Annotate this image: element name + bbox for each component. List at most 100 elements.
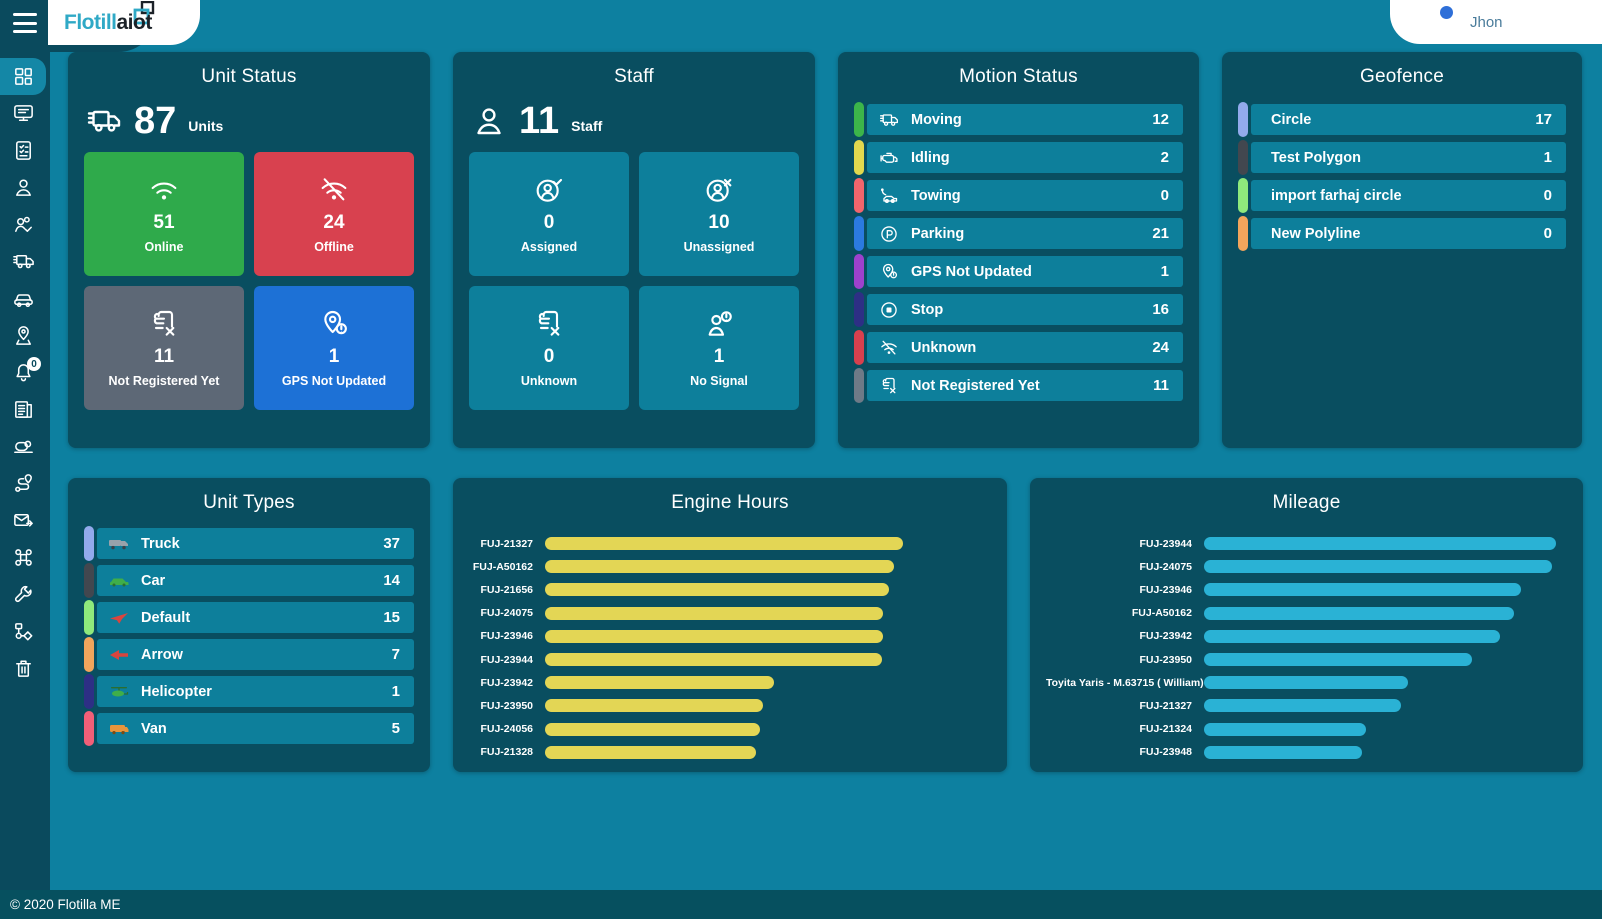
offline-tile[interactable]: 24 Offline — [254, 152, 414, 276]
sidebar-item-workflow[interactable] — [0, 613, 46, 650]
status-label: Moving — [911, 111, 962, 128]
sidebar-item-console[interactable] — [0, 428, 46, 465]
status-value: 24 — [1152, 339, 1169, 356]
geofence-row-circle[interactable]: Circle 17 — [1238, 102, 1566, 137]
online-tile[interactable]: 51 Online — [84, 152, 244, 276]
geofence-value: 0 — [1543, 187, 1552, 204]
geofence-row-new-polyline[interactable]: New Polyline 0 — [1238, 216, 1566, 251]
status-label: Towing — [911, 187, 961, 204]
status-value: 1 — [1160, 263, 1169, 280]
logo-text-primary: Flotill — [64, 10, 117, 34]
chart-category-label: FUJ-23944 — [1139, 537, 1192, 550]
user-menu[interactable]: Jhon — [1390, 0, 1602, 44]
motion-row-unknown[interactable]: Unknown 24 — [854, 330, 1183, 365]
notification-bell-icon[interactable] — [1426, 6, 1453, 34]
card-title: Geofence — [1360, 66, 1444, 87]
unassigned-tile[interactable]: 10 Unassigned — [639, 152, 799, 276]
motion-row-towing[interactable]: Towing 0 — [854, 178, 1183, 213]
sidebar-item-trips[interactable] — [0, 465, 46, 502]
sidebar-item-notifications[interactable]: 0 — [0, 354, 46, 391]
sidebar-item-locations[interactable] — [0, 317, 46, 354]
unit-type-row-car[interactable]: Car 14 — [84, 563, 414, 598]
sidebar-item-dispatch[interactable] — [0, 502, 46, 539]
sidebar-item-trucks[interactable] — [0, 243, 46, 280]
motion-row-not-registered[interactable]: Not Registered Yet 11 — [854, 368, 1183, 403]
motion-row-gps-not-updated[interactable]: GPS Not Updated 1 — [854, 254, 1183, 289]
menu-button[interactable] — [13, 13, 37, 33]
geofence-row-import-farhaj-circle[interactable]: import farhaj circle 0 — [1238, 178, 1566, 213]
unit-type-label: Default — [141, 609, 191, 626]
sidebar-item-monitoring[interactable] — [0, 95, 46, 132]
chart-category-label: FUJ-24075 — [1139, 560, 1192, 573]
motion-status-card: Motion Status Moving 12 Idling 2 Towing … — [838, 52, 1199, 448]
document-x-icon — [148, 308, 180, 340]
document-x-icon — [879, 376, 899, 396]
chart-category-label: FUJ-21324 — [1139, 723, 1192, 736]
engine-hours-chart: FUJ-21327 FUJ-A50162 FUJ-21656 FUJ-24075 FUJ… — [469, 532, 991, 764]
chart-bar — [1204, 583, 1521, 597]
motion-row-idling[interactable]: Idling 2 — [854, 140, 1183, 175]
unit-type-row-helicopter[interactable]: Helicopter 1 — [84, 674, 414, 709]
unit-type-label: Helicopter — [141, 683, 212, 700]
unit-type-row-arrow[interactable]: Arrow 7 — [84, 637, 414, 672]
user-name: Jhon — [1470, 13, 1503, 31]
sidebar-item-vehicles[interactable] — [0, 280, 46, 317]
chart-category-label: FUJ-A50162 — [1131, 607, 1192, 620]
chart-bar — [1204, 560, 1553, 574]
chart-bar — [1204, 606, 1514, 620]
unit-type-value: 7 — [391, 646, 400, 663]
sidebar-item-staff[interactable] — [0, 206, 46, 243]
chart-title: Engine Hours — [671, 492, 789, 513]
tile-value: 51 — [153, 212, 175, 233]
van-image-icon — [109, 719, 129, 739]
logo-squares-icon — [132, 0, 158, 32]
chart-category-label: FUJ-A50162 — [472, 560, 533, 573]
no-signal-tile[interactable]: 1 No Signal — [639, 286, 799, 410]
not-registered-tile[interactable]: 11 Not Registered Yet — [84, 286, 244, 410]
notification-dot — [1440, 6, 1453, 19]
wifi-icon — [148, 174, 180, 206]
chart-category-label: FUJ-23950 — [480, 699, 533, 712]
sidebar-item-maintenance[interactable] — [0, 576, 46, 613]
location-alert-icon — [318, 308, 350, 340]
workflow-icon — [12, 620, 35, 643]
status-value: 2 — [1160, 149, 1169, 166]
gps-not-updated-tile[interactable]: 1 GPS Not Updated — [254, 286, 414, 410]
sidebar-item-dashboard[interactable] — [0, 58, 46, 95]
motion-row-stop[interactable]: Stop 16 — [854, 292, 1183, 327]
logo[interactable]: Flotill aiot — [48, 0, 200, 45]
mileage-chart: FUJ-23944 FUJ-24075 FUJ-23946 FUJ-A50162 FUJ… — [1046, 532, 1567, 764]
unknown-tile[interactable]: 0 Unknown — [469, 286, 629, 410]
copyright-text: © 2020 Flotilla ME — [10, 897, 121, 912]
status-color-bar — [854, 330, 864, 365]
status-color-bar — [1238, 216, 1248, 251]
sidebar-item-commands[interactable] — [0, 539, 46, 576]
sidebar-item-users[interactable] — [0, 169, 46, 206]
motion-row-moving[interactable]: Moving 12 — [854, 102, 1183, 137]
staff-total-label: Staff — [571, 118, 603, 134]
unit-type-row-van[interactable]: Van 5 — [84, 711, 414, 746]
sidebar-item-checklist[interactable] — [0, 132, 46, 169]
chart-category-label: FUJ-21327 — [1139, 699, 1192, 712]
chart-row: FUJ-23942 — [469, 671, 991, 694]
chart-bar — [545, 537, 903, 551]
assigned-tile[interactable]: 0 Assigned — [469, 152, 629, 276]
plane-image-icon — [109, 608, 129, 628]
motion-row-parking[interactable]: Parking 21 — [854, 216, 1183, 251]
report-icon — [12, 398, 35, 421]
geofence-row-test-polygon[interactable]: Test Polygon 1 — [1238, 140, 1566, 175]
unit-type-row-truck[interactable]: Truck 37 — [84, 526, 414, 561]
type-color-bar — [84, 637, 94, 672]
footer: © 2020 Flotilla ME — [0, 890, 1602, 919]
chart-bar — [545, 606, 884, 620]
wifi-off-icon — [879, 338, 899, 358]
status-label: Stop — [911, 301, 944, 318]
sidebar-item-trash[interactable] — [0, 650, 46, 687]
sidebar-item-reports[interactable] — [0, 391, 46, 428]
tile-value: 10 — [708, 212, 730, 233]
status-color-bar — [854, 368, 864, 403]
unit-type-row-default[interactable]: Default 15 — [84, 600, 414, 635]
engine-icon — [879, 148, 899, 168]
chart-bar-track — [545, 699, 903, 713]
chart-bar-track — [1204, 722, 1556, 736]
